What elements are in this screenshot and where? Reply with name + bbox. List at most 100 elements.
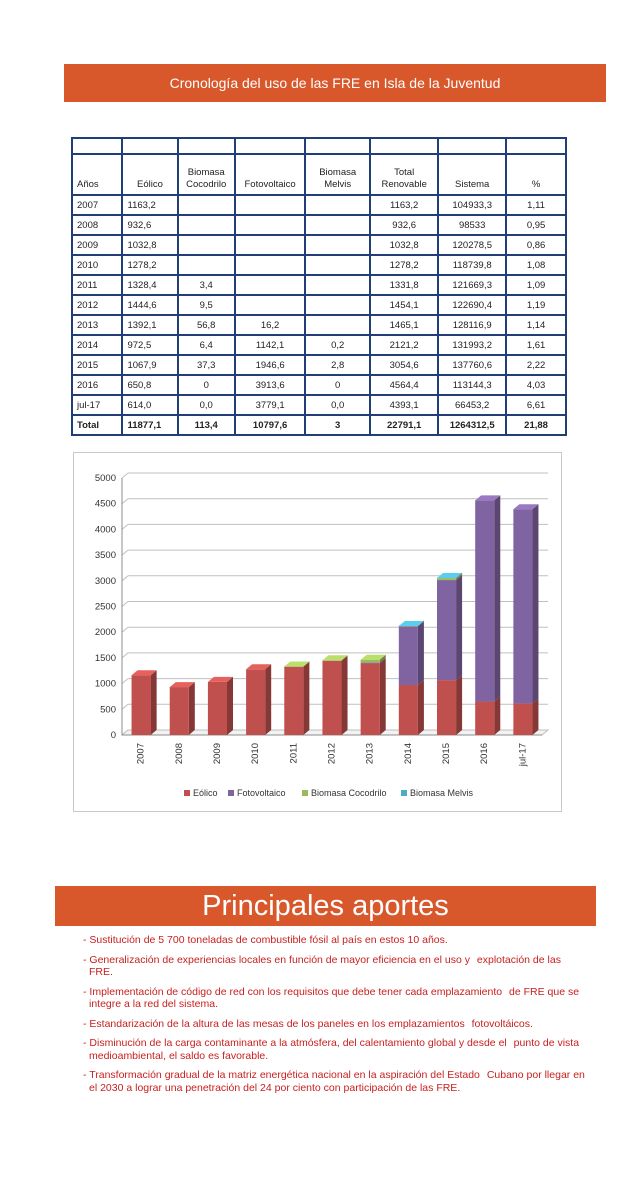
- table-cell: [176, 137, 236, 155]
- table-row: 2015 1067,9 37,3 1946,6 2,8 3054,6 137760,6 2,2…: [70, 354, 567, 376]
- grid-line: [121, 601, 129, 607]
- table-cell: [304, 194, 372, 216]
- table-cell: [233, 234, 307, 256]
- table-cell: 1032,8: [369, 234, 440, 256]
- table-cell: 932,6: [369, 214, 440, 236]
- table-cell: 0,2: [304, 334, 372, 356]
- table-cell: 122690,4: [437, 294, 508, 316]
- bullet-continuation: punto de vista medioambiental, el saldo …: [89, 1037, 580, 1062]
- bar-side: [150, 670, 157, 735]
- table-cell: 3913,6: [233, 374, 307, 396]
- table-cell: 104933,3: [437, 194, 508, 216]
- bar-side: [532, 698, 539, 735]
- table-cell: 1465,1: [369, 314, 440, 336]
- table-header-cell: Eólico: [121, 153, 179, 196]
- bullet-item: - Transformación gradual de la matriz en…: [77, 1069, 587, 1094]
- bar-side: [379, 658, 386, 735]
- bar-segment: [207, 681, 227, 735]
- table-cell: 6,61: [505, 394, 567, 416]
- table-cell: 98533: [437, 214, 508, 236]
- table-cell: [70, 137, 124, 155]
- x-tick-label: 2013: [365, 743, 376, 764]
- table-cell: 1392,1: [121, 314, 179, 336]
- bar-segment: [284, 666, 304, 735]
- table-row: 2007 1163,2 1163,2 104933,3 1,11: [70, 194, 567, 216]
- table-cell: [304, 254, 372, 276]
- table-total-cell: 3: [304, 414, 372, 436]
- y-tick-label: 500: [100, 704, 116, 715]
- bar-top: [207, 676, 233, 682]
- table-total-cell: 22791,1: [369, 414, 440, 436]
- table-header-cell: Biomasa Melvis: [304, 153, 372, 196]
- legend-label: Biomasa Cocodrilo: [311, 788, 387, 798]
- table-cell: 3,4: [176, 274, 236, 296]
- bar-side: [227, 676, 233, 735]
- bar-side: [265, 664, 272, 735]
- bar-top: [322, 655, 348, 661]
- x-tick-label: 2008: [174, 743, 185, 764]
- table-cell: 1278,2: [369, 254, 440, 276]
- x-tick-label: jul-17: [517, 743, 528, 767]
- grid-line: [121, 678, 129, 684]
- table-cell: [304, 137, 372, 155]
- bar-segment: [360, 662, 380, 664]
- legend-label: Eólico: [193, 788, 218, 798]
- grid-line: [121, 498, 129, 505]
- table-row: 2016 650,8 0 3913,6 0 4564,4 113144,3 4,03: [70, 374, 567, 396]
- bar-segment: [437, 580, 457, 681]
- table-cell: 113144,3: [437, 374, 508, 396]
- bar-segment: [398, 626, 418, 686]
- table-row: 2011 1328,4 3,4 1331,8 121669,3 1,09: [70, 274, 567, 296]
- table-cell: [233, 194, 307, 216]
- table-cell: 37,3: [176, 354, 236, 376]
- table-cell: 137760,6: [437, 354, 508, 376]
- bullet-continuation: Cubano por llegar en el 2030 a lograr un…: [89, 1069, 585, 1094]
- bar-side: [188, 682, 195, 735]
- section-title: Principales aportes: [202, 889, 449, 922]
- table-blank-row: [70, 137, 567, 155]
- table-cell: [176, 194, 236, 216]
- table-row: 2014 972,5 6,4 1142,1 0,2 2121,2 131993,2 1,61: [70, 334, 567, 356]
- legend-swatch: [184, 790, 190, 796]
- grid-line: [121, 575, 129, 582]
- table-cell: [304, 214, 372, 236]
- table-cell: 0,95: [505, 214, 567, 236]
- table-row: 2012 1444,6 9,5 1454,1 122690,4 1,19: [70, 294, 567, 316]
- table-cell: 1032,8: [121, 234, 179, 256]
- table-cell: 56,8: [176, 314, 236, 336]
- x-tick-label: 2007: [136, 743, 147, 764]
- bar-segment: [322, 660, 342, 661]
- y-tick-label: 4000: [95, 524, 116, 535]
- table-cell: 2008: [70, 214, 124, 236]
- table-cell: 1,61: [505, 334, 567, 356]
- table-cell: [304, 234, 372, 256]
- table-cell: [369, 137, 440, 155]
- bullet-first-line: - Generalización de experiencias locales…: [83, 953, 470, 966]
- bar-side: [303, 661, 310, 735]
- table-cell: [176, 214, 236, 236]
- table-cell: 2121,2: [369, 334, 440, 356]
- table-cell: 1,11: [505, 194, 567, 216]
- bar-side: [417, 621, 424, 686]
- table-cell: 120278,5: [437, 234, 508, 256]
- table-cell: 66453,2: [437, 394, 508, 416]
- table-cell: 1142,1: [233, 334, 307, 356]
- table-cell: [304, 294, 372, 316]
- bar-side: [532, 504, 539, 704]
- table-header-cell: Total Renovable: [369, 153, 440, 196]
- y-tick-label: 4500: [95, 499, 116, 510]
- bar-segment: [437, 680, 457, 735]
- table-cell: 1,14: [505, 314, 567, 336]
- table-header-cell: %: [505, 153, 567, 196]
- table-cell: [233, 214, 307, 236]
- y-tick-label: 3500: [95, 550, 116, 561]
- table-cell: 6,4: [176, 334, 236, 356]
- y-tick-label: 2000: [95, 627, 116, 638]
- table-cell: 4393,1: [369, 394, 440, 416]
- table-cell: 1,19: [505, 294, 567, 316]
- bar-segment: [398, 625, 418, 627]
- table-total-row: Total 11877,1 113,4 10797,6 3 22791,1 1264312,…: [70, 414, 567, 436]
- table-cell: 1331,8: [369, 274, 440, 296]
- bar-segment: [246, 669, 266, 735]
- grid-line: [121, 549, 129, 556]
